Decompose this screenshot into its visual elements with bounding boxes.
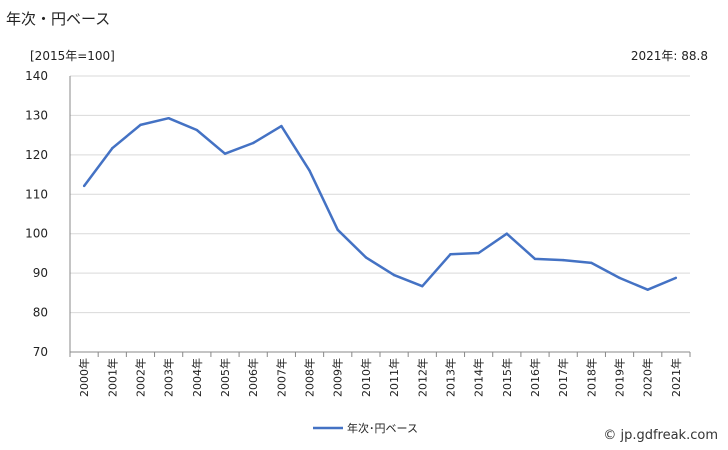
data-point (167, 116, 170, 120)
x-tick-label: 2015年 (500, 358, 514, 397)
x-tick-label: 2017年 (556, 358, 570, 397)
x-tick-label: 2003年 (162, 358, 176, 397)
x-tick-label: 2006年 (246, 358, 260, 397)
x-tick-label: 2005年 (218, 358, 232, 397)
x-tick-label: 2021年 (669, 358, 683, 397)
x-tick-label: 2020年 (641, 358, 655, 397)
y-tick-label: 140 (25, 69, 48, 83)
data-point (477, 251, 480, 255)
y-tick-label: 100 (25, 227, 48, 241)
y-tick-label: 80 (33, 306, 48, 320)
data-point (223, 152, 227, 155)
y-tick-label: 120 (25, 148, 48, 162)
x-axis: 2000年 2001年 2002年 2003年 2004年 2005年 2006年 2007年… (69, 351, 691, 397)
x-tick-label: 2012年 (415, 358, 429, 397)
data-point (449, 253, 452, 256)
data-point (392, 273, 396, 277)
gridlines (70, 75, 690, 353)
x-tick-label: 2014年 (472, 358, 486, 397)
x-tick-label: 2019年 (613, 358, 627, 397)
data-point (336, 228, 339, 231)
data-point (251, 141, 255, 145)
data-point (308, 169, 311, 172)
x-tick-label: 2001年 (105, 358, 119, 397)
x-tick-label: 2008年 (303, 358, 317, 397)
x-tick-label: 2016年 (528, 358, 542, 397)
data-point (590, 261, 593, 265)
data-point (195, 128, 199, 132)
latest-value: 2021年: 88.8 (630, 49, 708, 63)
data-point (139, 123, 142, 127)
y-axis: 70 80 90 100 110 120 130 140 (25, 69, 71, 359)
x-tick-label: 2013年 (443, 358, 457, 397)
x-tick-label: 2011年 (387, 358, 401, 397)
data-point (421, 284, 424, 288)
y-tick-label: 90 (33, 266, 48, 280)
source-credit: © jp.gdfreak.com (603, 428, 718, 443)
chart-title: 年次・円ベース (6, 10, 111, 28)
series-layer (82, 116, 678, 291)
data-point (533, 257, 537, 261)
data-point (561, 258, 565, 262)
unit-note: [2015年=100] (30, 49, 115, 63)
data-point (674, 276, 678, 280)
y-tick-label: 110 (25, 187, 48, 201)
legend-label: 年次･円ベース (347, 421, 418, 435)
data-point (505, 232, 509, 235)
y-tick-label: 70 (33, 345, 48, 359)
data-point (280, 124, 283, 128)
y-tick-label: 130 (25, 108, 48, 122)
x-tick-label: 2018年 (584, 358, 598, 397)
x-tick-label: 2010年 (359, 358, 373, 397)
data-point (82, 184, 86, 188)
series-line (83, 116, 677, 291)
data-point (364, 256, 368, 259)
x-tick-label: 2007年 (274, 358, 288, 397)
legend: 年次･円ベース (313, 421, 418, 435)
data-point (646, 288, 649, 291)
data-point (618, 276, 621, 280)
x-tick-label: 2002年 (133, 358, 147, 397)
x-tick-label: 2004年 (190, 358, 204, 397)
x-tick-label: 2009年 (331, 358, 345, 397)
data-point (111, 146, 114, 150)
x-tick-label: 2000年 (77, 358, 91, 397)
